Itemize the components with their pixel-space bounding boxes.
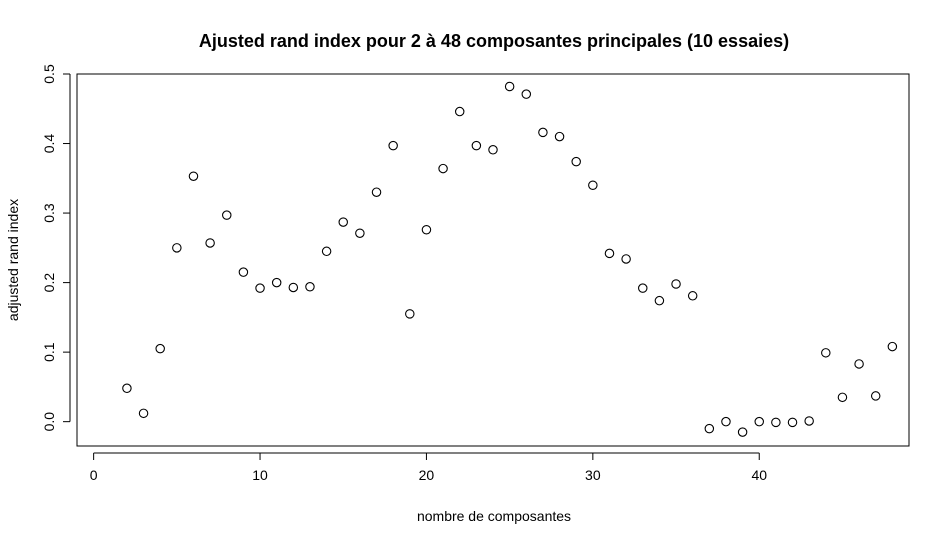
data-point bbox=[155, 343, 165, 354]
data-point bbox=[421, 225, 432, 235]
data-point bbox=[388, 140, 398, 151]
y-tick-label: 0.0 bbox=[41, 412, 57, 432]
data-point bbox=[754, 416, 764, 427]
data-point bbox=[787, 417, 798, 428]
x-tick-label: 40 bbox=[751, 467, 767, 483]
data-point bbox=[305, 282, 315, 292]
x-tick-label: 0 bbox=[90, 467, 98, 483]
data-point bbox=[654, 295, 665, 306]
data-point bbox=[288, 282, 299, 293]
data-point bbox=[188, 171, 199, 181]
y-tick-label: 0.5 bbox=[41, 64, 57, 84]
data-point bbox=[837, 392, 848, 403]
data-point bbox=[355, 228, 365, 238]
data-point bbox=[588, 180, 598, 191]
x-axis-label: nombre de composantes bbox=[417, 508, 571, 524]
data-point bbox=[454, 106, 465, 117]
data-point bbox=[521, 89, 532, 99]
data-point bbox=[821, 348, 831, 358]
data-point bbox=[538, 127, 548, 138]
data-point bbox=[571, 156, 581, 167]
data-point bbox=[621, 254, 631, 264]
y-axis: 0.0 0.1 0.2 0.3 0.4 0.5 bbox=[41, 64, 71, 432]
data-point bbox=[471, 140, 482, 151]
plot-frame bbox=[76, 73, 910, 447]
data-point bbox=[438, 163, 448, 174]
y-tick-label: 0.1 bbox=[41, 342, 57, 362]
chart-title: Ajusted rand index pour 2 à 48 composant… bbox=[199, 31, 789, 51]
data-points bbox=[122, 81, 898, 437]
data-point bbox=[554, 131, 565, 142]
data-point bbox=[222, 210, 232, 220]
data-point bbox=[771, 417, 781, 428]
x-tick-label: 30 bbox=[585, 467, 601, 483]
data-point bbox=[721, 416, 731, 427]
data-point bbox=[854, 359, 864, 369]
data-point bbox=[338, 217, 348, 227]
data-point bbox=[870, 391, 881, 401]
data-point bbox=[488, 145, 498, 155]
data-point bbox=[737, 427, 748, 437]
y-tick-label: 0.3 bbox=[41, 203, 57, 223]
data-point bbox=[271, 277, 282, 288]
x-axis: 0 10 20 30 40 bbox=[90, 452, 767, 483]
data-point bbox=[405, 309, 415, 319]
data-point bbox=[238, 267, 249, 277]
data-point bbox=[255, 283, 265, 293]
x-tick-label: 10 bbox=[252, 467, 268, 483]
data-point bbox=[371, 187, 382, 197]
data-point bbox=[804, 416, 814, 426]
data-point bbox=[687, 291, 698, 301]
data-point bbox=[138, 408, 149, 419]
data-point bbox=[887, 341, 898, 352]
y-tick-label: 0.2 bbox=[41, 273, 57, 293]
data-point bbox=[671, 279, 681, 289]
y-axis-label: adjusted rand index bbox=[5, 199, 21, 321]
data-point bbox=[122, 383, 132, 394]
data-point bbox=[205, 238, 215, 248]
data-point bbox=[504, 81, 515, 92]
x-tick-label: 20 bbox=[419, 467, 435, 483]
data-point bbox=[604, 248, 615, 259]
data-point bbox=[321, 246, 332, 257]
y-tick-label: 0.4 bbox=[41, 134, 57, 154]
data-point bbox=[638, 283, 648, 293]
data-point bbox=[704, 423, 715, 434]
data-point bbox=[172, 243, 182, 253]
